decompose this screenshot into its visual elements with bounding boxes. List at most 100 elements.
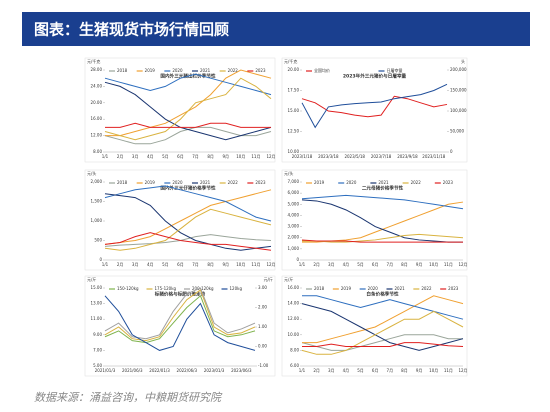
x-tick-label: 6月 bbox=[372, 262, 379, 267]
x-tick-label: 4月 bbox=[147, 154, 154, 159]
x-tick-label: 9月 bbox=[222, 262, 229, 267]
y2-tick-label: 100,000 bbox=[450, 108, 467, 113]
series-line bbox=[302, 342, 464, 347]
legend-label: 2023 bbox=[255, 180, 266, 185]
y-tick-label: 28.00 bbox=[91, 67, 103, 72]
y-tick-label: 16.00 bbox=[288, 285, 300, 290]
x-tick-label: 7月 bbox=[192, 262, 199, 267]
y-tick-label: 6,000 bbox=[288, 190, 300, 195]
series-line bbox=[301, 303, 464, 351]
series-line bbox=[104, 234, 272, 247]
legend-label: 175-120kg bbox=[155, 286, 177, 291]
series-line bbox=[104, 289, 256, 342]
y-tick-label: 0 bbox=[99, 257, 102, 262]
x-tick-label: 4月 bbox=[343, 262, 350, 267]
y-tick-label: 13.00 bbox=[91, 301, 103, 306]
x-tick-label: 11月 bbox=[444, 368, 453, 373]
series-line bbox=[104, 81, 272, 141]
y-tick-label: 8.00 bbox=[290, 347, 299, 352]
legend-label: 2019 bbox=[145, 180, 156, 185]
chart-title: 白条价格季节性 bbox=[366, 291, 399, 298]
plot-frame bbox=[84, 275, 276, 377]
x-tick-label: 2月 bbox=[313, 368, 320, 373]
y-axis-label: 元/头 bbox=[87, 170, 96, 176]
chart-title: 国内外三元仔猪价格季节性 bbox=[160, 185, 216, 192]
x-tick-label: 2021/01/3 bbox=[95, 368, 116, 373]
x-tick-label: 2023/5/18 bbox=[344, 154, 365, 159]
y-tick-label: 12.00 bbox=[91, 133, 103, 138]
y-tick-label: 16.00 bbox=[91, 116, 103, 121]
legend-label: 日屠宰量 bbox=[387, 67, 403, 73]
series-line bbox=[302, 295, 464, 320]
series-line bbox=[104, 232, 272, 251]
series-line bbox=[104, 295, 256, 351]
legend-label: 2023 bbox=[443, 180, 454, 185]
y2-axis-label: 头 bbox=[461, 58, 465, 64]
series-line bbox=[104, 287, 256, 340]
y-tick-label: 5.00 bbox=[93, 363, 102, 368]
series-line bbox=[301, 83, 448, 129]
y-tick-label: 10.00 bbox=[288, 332, 300, 337]
legend-label: 2021 bbox=[200, 68, 211, 73]
legend-label: 2023 bbox=[448, 286, 459, 291]
plot-frame bbox=[84, 57, 276, 163]
legend-label: 200-120kg bbox=[192, 286, 214, 291]
x-tick-label: 4月 bbox=[147, 262, 154, 267]
y-tick-label: 10.00 bbox=[288, 149, 300, 154]
x-tick-label: 2023/01/3 bbox=[204, 368, 225, 373]
y-tick-label: 1,000 bbox=[91, 218, 103, 223]
legend-label: 2021 bbox=[200, 180, 211, 185]
legend-label: 2021 bbox=[395, 286, 406, 291]
x-tick-label: 5月 bbox=[162, 154, 169, 159]
y-tick-label: 12.00 bbox=[288, 316, 300, 321]
y-tick-label: 12.50 bbox=[288, 129, 300, 134]
series-line bbox=[301, 310, 464, 355]
y-tick-label: 1,500 bbox=[91, 199, 103, 204]
legend-label: 2019 bbox=[341, 286, 352, 291]
legend-label: 2020 bbox=[172, 68, 183, 73]
plot-frame bbox=[281, 57, 468, 163]
y-tick-label: 6.00 bbox=[290, 363, 299, 368]
plot-frame bbox=[281, 169, 468, 271]
x-tick-label: 6月 bbox=[177, 154, 184, 159]
series-line bbox=[105, 122, 271, 128]
series-line bbox=[301, 199, 463, 243]
x-tick-label: 2023/7/18 bbox=[371, 154, 392, 159]
x-tick-label: 4月 bbox=[343, 368, 350, 373]
y-tick-label: 7,000 bbox=[288, 179, 300, 184]
y-tick-label: 0 bbox=[296, 257, 299, 262]
x-tick-label: 3月 bbox=[328, 262, 335, 267]
y2-tick-label: 150,000 bbox=[450, 88, 467, 93]
y-tick-label: 500 bbox=[94, 238, 102, 243]
y2-tick-label: 0.00 bbox=[258, 344, 267, 349]
x-tick-label: 3月 bbox=[132, 262, 139, 267]
x-tick-label: 9月 bbox=[416, 368, 423, 373]
x-tick-label: 5月 bbox=[162, 262, 169, 267]
y-axis-label: 元/斤 bbox=[284, 276, 293, 282]
series-line bbox=[104, 77, 272, 141]
legend-label: 2019 bbox=[145, 68, 156, 73]
legend-label: 全国均价 bbox=[314, 67, 330, 73]
y-tick-label: 2,000 bbox=[288, 235, 300, 240]
x-tick-label: 1/1 bbox=[299, 262, 306, 267]
y2-axis-label: 元/斤 bbox=[264, 276, 273, 282]
x-tick-label: 2月 bbox=[313, 262, 320, 267]
legend-label: 2018 bbox=[117, 68, 128, 73]
x-tick-label: 8月 bbox=[207, 154, 214, 159]
legend-label: 2020 bbox=[346, 180, 357, 185]
x-tick-label: 7月 bbox=[192, 154, 199, 159]
x-tick-label: 2022/01/3 bbox=[149, 368, 170, 373]
y-tick-label: 24.00 bbox=[91, 83, 103, 88]
x-tick-label: 7月 bbox=[387, 368, 394, 373]
x-tick-label: 12月 bbox=[266, 262, 275, 267]
x-tick-label: 11月 bbox=[251, 262, 260, 267]
x-tick-label: 12月 bbox=[458, 262, 467, 267]
x-tick-label: 5月 bbox=[357, 262, 364, 267]
x-tick-label: 9月 bbox=[416, 262, 423, 267]
x-tick-label: 2023/3/18 bbox=[318, 154, 339, 159]
x-tick-label: 10月 bbox=[236, 154, 245, 159]
y-tick-label: 4,000 bbox=[288, 212, 300, 217]
series-line bbox=[104, 185, 272, 222]
chart-title: 2023年外三元猪价与日屠宰量 bbox=[343, 73, 407, 80]
legend-label: 2022 bbox=[411, 180, 422, 185]
